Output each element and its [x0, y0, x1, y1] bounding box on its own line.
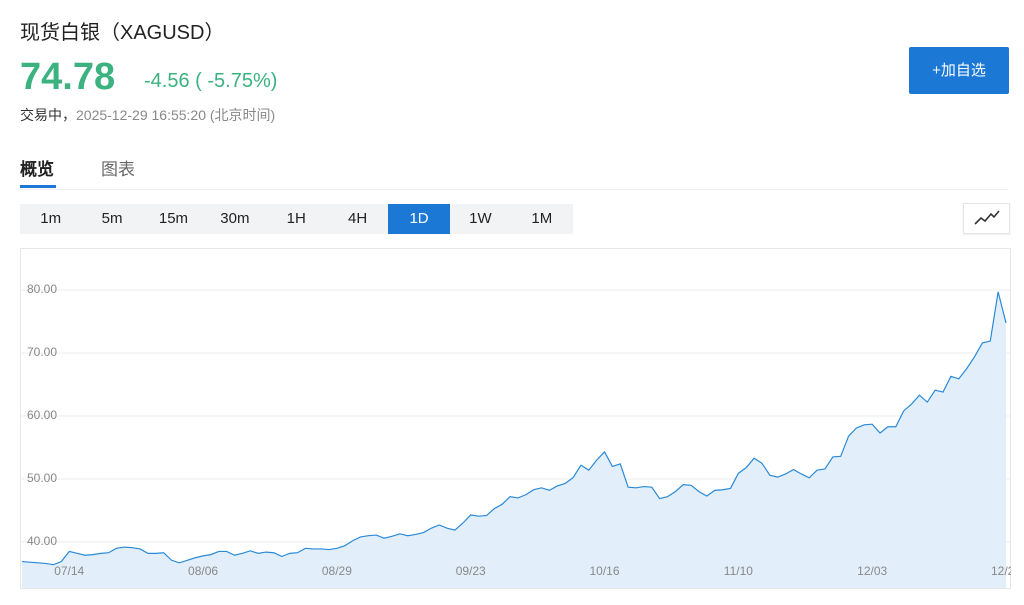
icon	[974, 210, 1000, 225]
area	[22, 291, 1006, 588]
y-tick-label: 40.00	[27, 534, 57, 548]
x-tick-label: 08/29	[322, 564, 352, 578]
tab[interactable]: 概览	[20, 160, 54, 179]
y-tick-label: 70.00	[27, 345, 57, 359]
plot-frame	[20, 248, 1011, 589]
interval-button[interactable]: 4H	[348, 210, 368, 227]
interval-button[interactable]: 5m	[101, 210, 123, 227]
interval-bar: 1m 5m 15m 30m 1H 4H 1D 1W 1M	[20, 204, 573, 234]
tab[interactable]: 图表	[101, 160, 135, 179]
x-tick-label: 12/29	[991, 564, 1021, 578]
x-tick-label: 12/03	[857, 564, 887, 578]
interval-button[interactable]: 1D	[388, 204, 450, 234]
interval-button[interactable]: 30m	[220, 210, 250, 227]
price: 74.78	[20, 56, 116, 98]
x-tick-label: 10/16	[590, 564, 620, 578]
y-tick-label: 60.00	[27, 408, 57, 422]
y-tick-label: 80.00	[27, 282, 57, 296]
x-tick-label: 09/23	[456, 564, 486, 578]
interval-button[interactable]: 15m	[158, 210, 189, 227]
x-tick-label: 07/14	[54, 564, 84, 578]
status: 交易中，	[20, 107, 76, 123]
title: 现货白银（XAGUSD）	[20, 22, 225, 44]
line	[21, 291, 1007, 566]
x-tick-label: 08/06	[188, 564, 218, 578]
y-tick-label: 50.00	[27, 471, 57, 485]
status-line: 交易中，2025-12-29 16:55:20 (北京时间)	[20, 105, 275, 125]
plot: 07/14 08/06 08/29 09/23 10/16 11/10 12/03 12/29	[20, 289, 1021, 588]
tab-indicator	[20, 185, 56, 188]
separator	[20, 189, 1008, 190]
interval-button[interactable]: 1m	[40, 210, 62, 227]
interval-button[interactable]: 1W	[469, 210, 492, 227]
interval-button[interactable]: 1H	[286, 210, 306, 227]
add-watchlist-button[interactable]: +加自选	[909, 47, 1009, 94]
chart-type-button[interactable]	[963, 203, 1010, 234]
interval-button[interactable]: 1M	[531, 210, 553, 227]
timestamp: 2025-12-29 16:55:20 (北京时间)	[76, 107, 276, 123]
x-tick-label: 11/10	[724, 564, 753, 578]
change: -4.56 ( -5.75%)	[144, 70, 278, 92]
